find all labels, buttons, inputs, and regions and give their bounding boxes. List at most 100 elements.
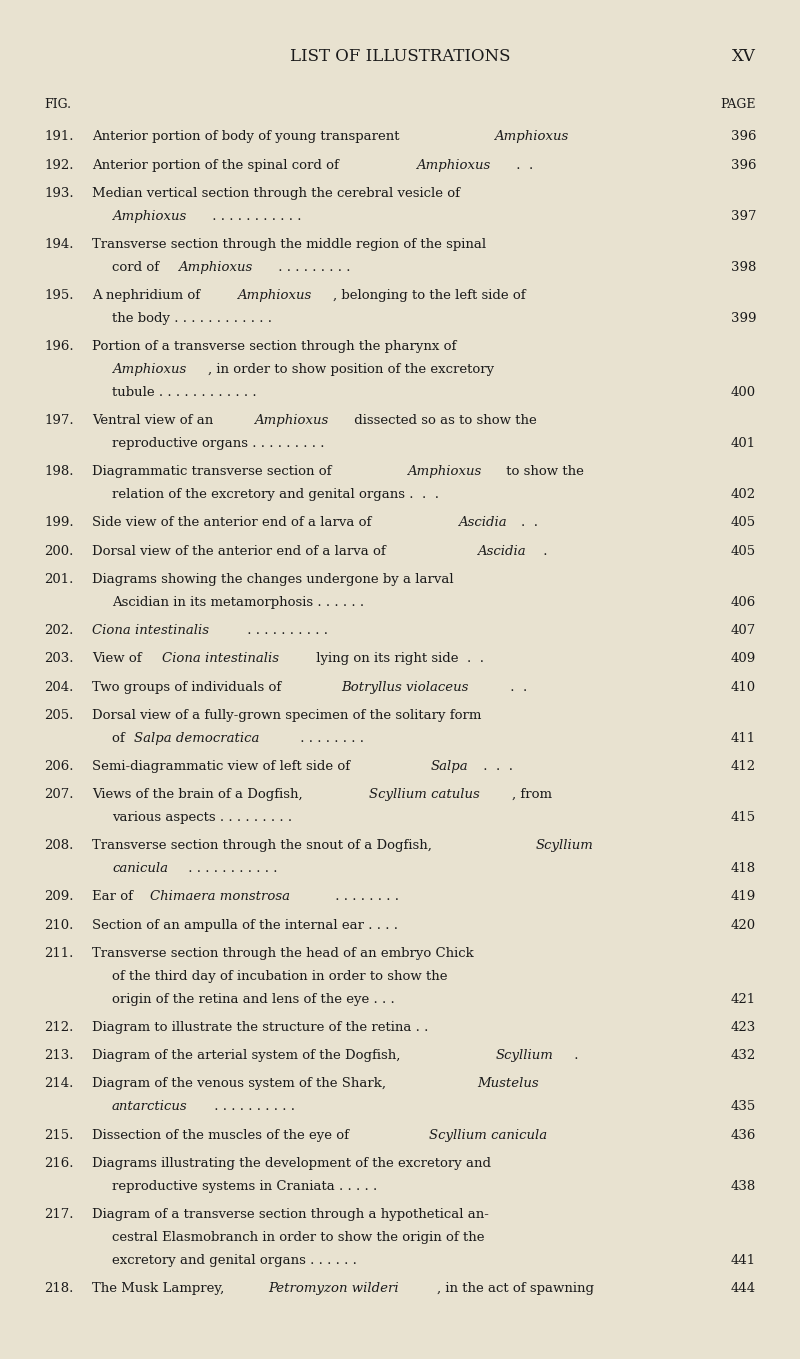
Text: dissected so as to show the: dissected so as to show the — [350, 414, 537, 427]
Text: 201.: 201. — [44, 573, 74, 586]
Text: . . . . . . . . . .: . . . . . . . . . . — [210, 1101, 294, 1113]
Text: 396: 396 — [730, 159, 756, 171]
Text: Amphioxus: Amphioxus — [254, 414, 328, 427]
Text: Botryllus violaceus: Botryllus violaceus — [342, 681, 469, 693]
Text: Anterior portion of body of young transparent: Anterior portion of body of young transp… — [92, 130, 404, 144]
Text: Scyllium canicula: Scyllium canicula — [429, 1128, 547, 1142]
Text: The Musk Lamprey,: The Musk Lamprey, — [92, 1282, 229, 1295]
Text: 218.: 218. — [44, 1282, 74, 1295]
Text: . . . . . . . .: . . . . . . . . — [331, 890, 399, 904]
Text: 398: 398 — [730, 261, 756, 275]
Text: 211.: 211. — [44, 947, 74, 959]
Text: Salpa democratica: Salpa democratica — [134, 731, 259, 745]
Text: .: . — [539, 545, 548, 557]
Text: to show the: to show the — [502, 465, 584, 478]
Text: reproductive organs . . . . . . . . .: reproductive organs . . . . . . . . . — [112, 438, 325, 450]
Text: of: of — [112, 731, 129, 745]
Text: Median vertical section through the cerebral vesicle of: Median vertical section through the cere… — [92, 188, 460, 200]
Text: 438: 438 — [730, 1180, 756, 1193]
Text: 436: 436 — [730, 1128, 756, 1142]
Text: Diagram of the arterial system of the Dogfish,: Diagram of the arterial system of the Do… — [92, 1049, 405, 1063]
Text: .  .  .: . . . — [479, 760, 513, 773]
Text: 432: 432 — [730, 1049, 756, 1063]
Text: 207.: 207. — [44, 788, 74, 802]
Text: canicula: canicula — [112, 862, 168, 875]
Text: 409: 409 — [730, 652, 756, 666]
Text: Two groups of individuals of: Two groups of individuals of — [92, 681, 286, 693]
Text: 400: 400 — [731, 386, 756, 400]
Text: 212.: 212. — [44, 1021, 74, 1034]
Text: origin of the retina and lens of the eye . . .: origin of the retina and lens of the eye… — [112, 992, 394, 1006]
Text: 195.: 195. — [44, 289, 74, 302]
Text: various aspects . . . . . . . . .: various aspects . . . . . . . . . — [112, 811, 292, 824]
Text: , from: , from — [512, 788, 552, 802]
Text: Semi-diagrammatic view of left side of: Semi-diagrammatic view of left side of — [92, 760, 354, 773]
Text: relation of the excretory and genital organs .  .  .: relation of the excretory and genital or… — [112, 488, 439, 501]
Text: Scyllium catulus: Scyllium catulus — [370, 788, 480, 802]
Text: 216.: 216. — [44, 1157, 74, 1170]
Text: 410: 410 — [731, 681, 756, 693]
Text: 203.: 203. — [44, 652, 74, 666]
Text: Side view of the anterior end of a larva of: Side view of the anterior end of a larva… — [92, 516, 376, 530]
Text: .: . — [570, 1049, 578, 1063]
Text: Portion of a transverse section through the pharynx of: Portion of a transverse section through … — [92, 340, 456, 353]
Text: 204.: 204. — [44, 681, 74, 693]
Text: Mustelus: Mustelus — [477, 1078, 538, 1090]
Text: excretory and genital organs . . . . . .: excretory and genital organs . . . . . . — [112, 1253, 357, 1267]
Text: 399: 399 — [730, 313, 756, 325]
Text: 396: 396 — [730, 130, 756, 144]
Text: 200.: 200. — [44, 545, 74, 557]
Text: 196.: 196. — [44, 340, 74, 353]
Text: Amphioxus: Amphioxus — [178, 261, 253, 275]
Text: 210.: 210. — [44, 919, 74, 932]
Text: cestral Elasmobranch in order to show the origin of the: cestral Elasmobranch in order to show th… — [112, 1231, 485, 1243]
Text: Diagrams illustrating the development of the excretory and: Diagrams illustrating the development of… — [92, 1157, 491, 1170]
Text: Scyllium: Scyllium — [536, 840, 594, 852]
Text: . . . . . . . . .: . . . . . . . . . — [274, 261, 350, 275]
Text: 411: 411 — [731, 731, 756, 745]
Text: Transverse section through the head of an embryo Chick: Transverse section through the head of a… — [92, 947, 474, 959]
Text: , in order to show position of the excretory: , in order to show position of the excre… — [208, 363, 494, 376]
Text: 402: 402 — [731, 488, 756, 501]
Text: of the third day of incubation in order to show the: of the third day of incubation in order … — [112, 970, 447, 983]
Text: LIST OF ILLUSTRATIONS: LIST OF ILLUSTRATIONS — [290, 48, 510, 65]
Text: A nephridium of: A nephridium of — [92, 289, 204, 302]
Text: Ciona intestinalis: Ciona intestinalis — [92, 624, 209, 637]
Text: .  .: . . — [512, 159, 533, 171]
Text: 214.: 214. — [44, 1078, 74, 1090]
Text: Dissection of the muscles of the eye of: Dissection of the muscles of the eye of — [92, 1128, 354, 1142]
Text: Diagram of the venous system of the Shark,: Diagram of the venous system of the Shar… — [92, 1078, 390, 1090]
Text: 441: 441 — [731, 1253, 756, 1267]
Text: 206.: 206. — [44, 760, 74, 773]
Text: .  .: . . — [521, 516, 538, 530]
Text: Salpa: Salpa — [430, 760, 468, 773]
Text: Dorsal view of the anterior end of a larva of: Dorsal view of the anterior end of a lar… — [92, 545, 390, 557]
Text: antarcticus: antarcticus — [112, 1101, 188, 1113]
Text: 217.: 217. — [44, 1208, 74, 1220]
Text: Diagram of a transverse section through a hypothetical an-: Diagram of a transverse section through … — [92, 1208, 489, 1220]
Text: Amphioxus: Amphioxus — [112, 363, 186, 376]
Text: 401: 401 — [731, 438, 756, 450]
Text: 191.: 191. — [44, 130, 74, 144]
Text: 421: 421 — [731, 992, 756, 1006]
Text: 407: 407 — [730, 624, 756, 637]
Text: , belonging to the left side of: , belonging to the left side of — [333, 289, 526, 302]
Text: 192.: 192. — [44, 159, 74, 171]
Text: View of: View of — [92, 652, 146, 666]
Text: Amphioxus: Amphioxus — [494, 130, 569, 144]
Text: Ascidia: Ascidia — [477, 545, 525, 557]
Text: Amphioxus: Amphioxus — [406, 465, 481, 478]
Text: Diagrams showing the changes undergone by a larval: Diagrams showing the changes undergone b… — [92, 573, 454, 586]
Text: . . . . . . . .: . . . . . . . . — [296, 731, 364, 745]
Text: 435: 435 — [730, 1101, 756, 1113]
Text: Ascidian in its metamorphosis . . . . . .: Ascidian in its metamorphosis . . . . . … — [112, 595, 364, 609]
Text: 406: 406 — [730, 595, 756, 609]
Text: PAGE: PAGE — [721, 98, 756, 111]
Text: lying on its right side  .  .: lying on its right side . . — [313, 652, 485, 666]
Text: Transverse section through the snout of a Dogfish,: Transverse section through the snout of … — [92, 840, 436, 852]
Text: 412: 412 — [731, 760, 756, 773]
Text: . . . . . . . . . . .: . . . . . . . . . . . — [208, 209, 302, 223]
Text: 198.: 198. — [44, 465, 74, 478]
Text: Amphioxus: Amphioxus — [416, 159, 490, 171]
Text: Ascidia: Ascidia — [458, 516, 506, 530]
